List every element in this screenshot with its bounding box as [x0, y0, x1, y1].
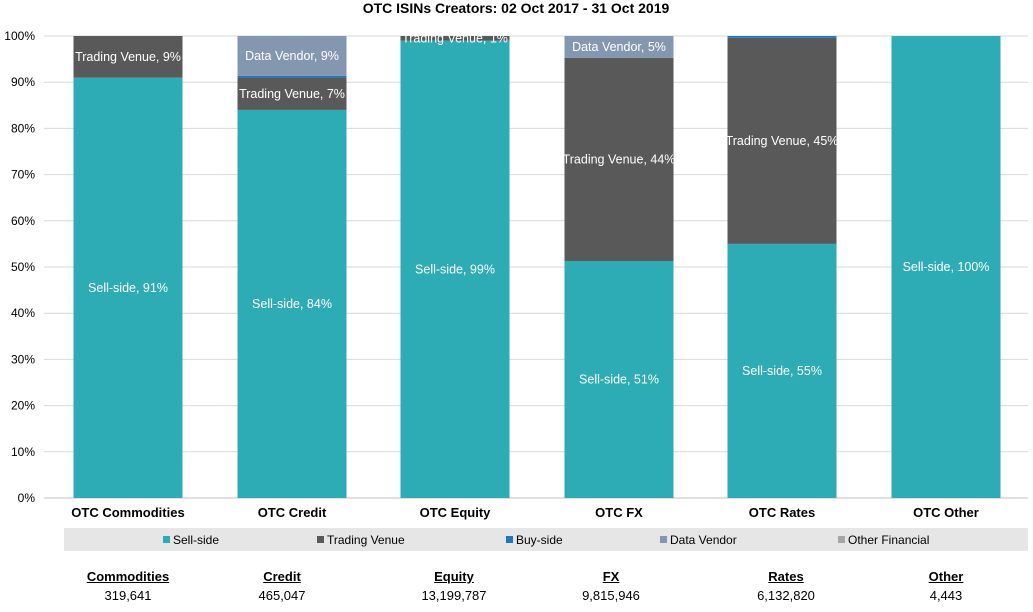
data-label: Trading Venue, 44%	[563, 152, 676, 166]
total-name: Commodities	[86, 569, 170, 584]
x-category-label: OTC Equity	[420, 505, 492, 520]
data-label: Trading Venue, 45%	[726, 134, 839, 148]
total-rates: Rates 6,132,820	[706, 568, 866, 606]
y-tick-label: 0%	[18, 491, 36, 505]
y-tick-label: 30%	[11, 352, 35, 366]
data-label: Trading Venue, 7%	[239, 87, 345, 101]
total-value: 9,815,946	[582, 588, 640, 603]
total-value: 6,132,820	[757, 588, 815, 603]
totals-table: Commodities 319,641 Credit 465,047 Equit…	[0, 568, 1033, 612]
bar-segment	[564, 260, 674, 498]
x-category-label: OTC Commodities	[71, 505, 184, 520]
y-tick-label: 20%	[11, 399, 35, 413]
x-category-label: OTC Credit	[258, 505, 327, 520]
total-equity: Equity 13,199,787	[374, 568, 534, 606]
y-axis: 0% 10% 20% 30% 40% 50% 60% 70% 80% 90% 100%	[4, 29, 1028, 505]
y-tick-label: 60%	[11, 214, 35, 228]
legend-swatch	[163, 536, 170, 543]
bar-segment	[237, 75, 347, 78]
total-name: FX	[602, 569, 620, 584]
bar-segment	[400, 36, 510, 41]
legend-swatch	[317, 536, 324, 543]
total-fx: FX 9,815,946	[531, 568, 691, 606]
data-label: Sell-side, 100%	[903, 260, 990, 274]
data-label: Trading Venue, 1%	[402, 31, 508, 45]
x-category-label: OTC FX	[595, 505, 643, 520]
bar-segment	[73, 77, 183, 498]
y-tick-label: 50%	[11, 260, 35, 274]
bar-segment	[400, 40, 510, 499]
bar-segment	[564, 57, 674, 261]
data-label: Sell-side, 91%	[88, 281, 168, 295]
stacked-bar-chart: OTC ISINs Creators: 02 Oct 2017 - 31 Oct…	[4, 0, 1028, 551]
y-tick-label: 10%	[11, 445, 35, 459]
bar-segment	[237, 36, 347, 76]
x-category-label: OTC Rates	[749, 505, 815, 520]
total-name: Credit	[263, 569, 301, 584]
legend-swatch	[506, 536, 513, 543]
data-label: Trading Venue, 9%	[75, 50, 181, 64]
bar-segment	[727, 37, 837, 244]
x-category-label: OTC Other	[913, 505, 979, 520]
total-name: Rates	[768, 569, 804, 584]
legend-swatch	[660, 536, 667, 543]
total-commodities: Commodities 319,641	[48, 568, 208, 606]
y-tick-label: 100%	[4, 29, 35, 43]
legend-label: Other Financial	[848, 533, 929, 547]
total-value: 4,443	[929, 588, 963, 603]
data-label: Data Vendor, 9%	[245, 49, 339, 63]
total-credit: Credit 465,047	[202, 568, 362, 606]
legend-label: Buy-side	[516, 533, 563, 547]
data-label: Data Vendor, 5%	[572, 40, 666, 54]
bar-segment	[727, 36, 837, 38]
y-tick-label: 80%	[11, 121, 35, 135]
legend-swatch	[838, 536, 845, 543]
total-other: Other 4,443	[866, 568, 1026, 606]
legend-background	[64, 528, 1028, 551]
x-axis: OTC Commodities OTC Credit OTC Equity OTC F…	[71, 505, 979, 520]
y-tick-label: 90%	[11, 75, 35, 89]
y-tick-label: 40%	[11, 306, 35, 320]
data-label: Sell-side, 84%	[252, 297, 332, 311]
bar-segment	[237, 77, 347, 110]
total-value: 13,199,787	[421, 588, 487, 603]
legend-label: Trading Venue	[327, 533, 405, 547]
total-value: 319,641	[104, 588, 152, 603]
y-tick-label: 70%	[11, 168, 35, 182]
legend-label: Sell-side	[173, 533, 219, 547]
bars: Sell-side, 91% Trading Venue, 9% Sell-side…	[73, 31, 1001, 499]
total-name: Equity	[434, 569, 474, 584]
bar-segment	[891, 36, 1001, 498]
gridlines	[44, 35, 1028, 499]
data-label: Sell-side, 55%	[742, 364, 822, 378]
legend: Sell-side Trading Venue Buy-side Data Vendo…	[64, 528, 1028, 551]
legend-label: Data Vendor	[670, 533, 737, 547]
bar-segment	[727, 243, 837, 498]
total-name: Other	[928, 569, 964, 584]
bar-segment	[564, 36, 674, 58]
bar-segment	[237, 109, 347, 499]
bar-segment	[73, 36, 183, 78]
data-label: Sell-side, 99%	[415, 262, 495, 276]
chart-title: OTC ISINs Creators: 02 Oct 2017 - 31 Oct…	[363, 0, 670, 16]
data-label: Sell-side, 51%	[579, 372, 659, 386]
total-value: 465,047	[258, 588, 306, 603]
